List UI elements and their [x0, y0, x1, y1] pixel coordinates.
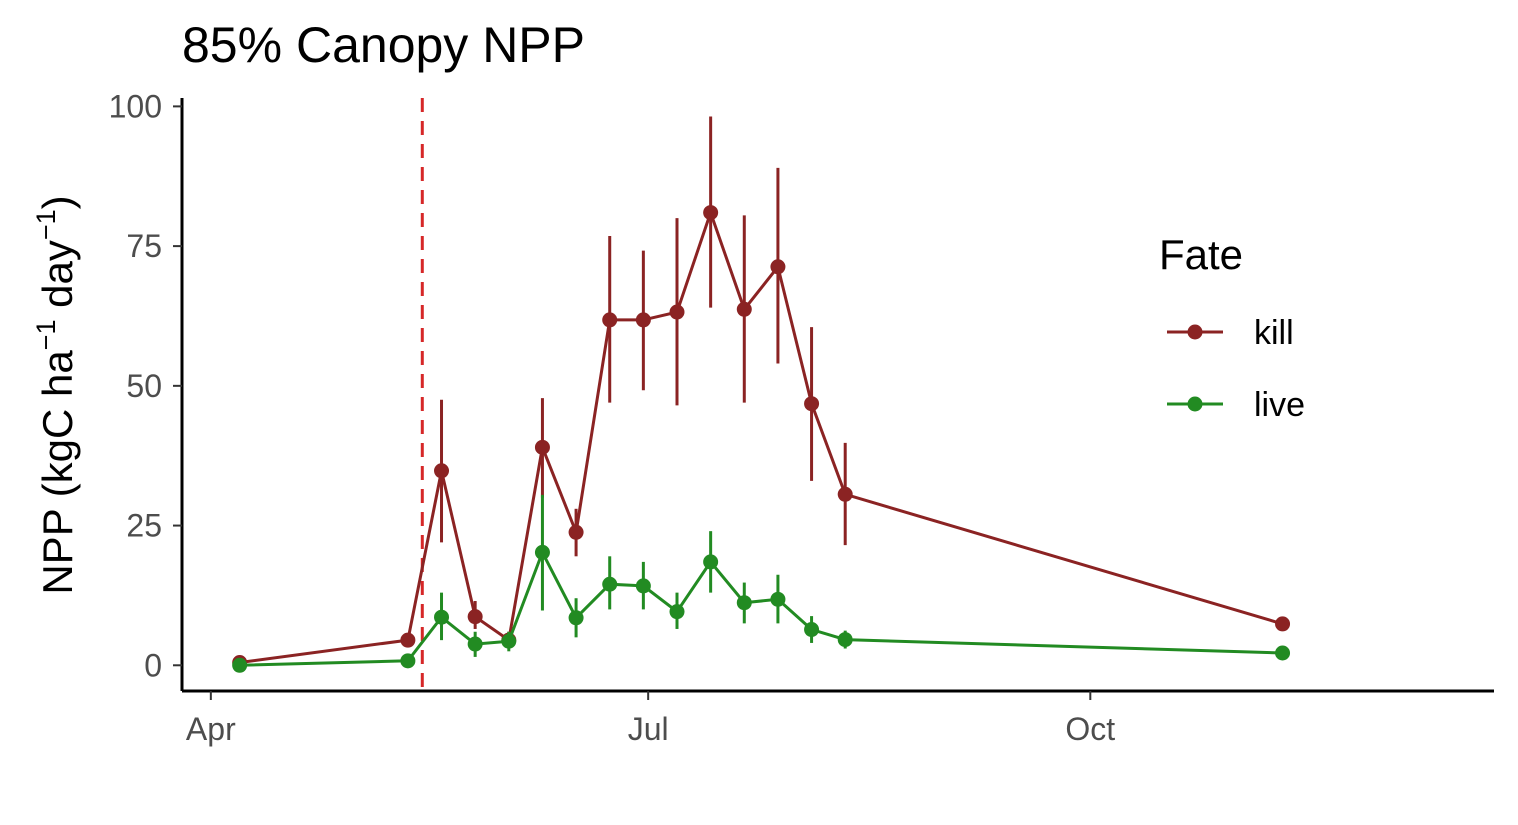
legend-key-point [1187, 324, 1203, 340]
legend-items: kill live [1167, 314, 1305, 424]
data-point-kill [602, 312, 618, 328]
data-point-kill [703, 205, 719, 221]
data-point-live [534, 544, 550, 560]
data-point-live [736, 595, 752, 611]
series-line-live [239, 548, 1283, 667]
y-axis-ticks: 0 25 50 75 100 [109, 88, 182, 683]
data-point-live [1275, 645, 1291, 661]
y-axis-title-superscript: −1 [31, 320, 61, 351]
data-point-live [501, 633, 517, 649]
x-axis-ticks: Apr Jul Oct [186, 691, 1115, 747]
plot-area [232, 98, 1291, 691]
series-live [232, 494, 1291, 673]
y-axis-title: NPP (kgC ha−1 day−1) [31, 195, 81, 594]
data-point-live [400, 653, 416, 669]
series-kill [232, 116, 1291, 670]
data-point-kill [400, 632, 416, 648]
legend: Fate kill live [1159, 231, 1305, 424]
y-tick-label: 50 [126, 368, 162, 404]
data-point-live [467, 636, 483, 652]
x-tick-label: Apr [186, 711, 236, 747]
y-tick-label: 100 [109, 88, 162, 124]
legend-title: Fate [1159, 231, 1243, 278]
data-point-live [837, 632, 853, 648]
legend-label: kill [1254, 314, 1294, 352]
data-point-kill [568, 524, 584, 540]
y-axis-title-superscript: −1 [31, 209, 61, 240]
data-point-kill [635, 312, 651, 328]
legend-key-point [1187, 396, 1203, 412]
y-axis-title-part: NPP (kgC ha [34, 350, 81, 595]
data-point-live [434, 609, 450, 625]
data-point-kill [534, 439, 550, 455]
y-axis-title-part: ) [34, 195, 81, 209]
data-point-live [770, 591, 786, 607]
data-point-live [635, 578, 651, 594]
y-tick-label: 25 [126, 508, 162, 544]
data-point-kill [434, 463, 450, 479]
data-point-kill [1275, 616, 1291, 632]
data-point-live [602, 576, 618, 592]
data-point-live [232, 657, 248, 673]
data-point-kill [467, 609, 483, 625]
data-point-kill [837, 486, 853, 502]
data-point-live [568, 610, 584, 626]
legend-label: live [1254, 386, 1305, 424]
chart-title: 85% Canopy NPP [182, 17, 585, 73]
data-point-live [703, 554, 719, 570]
data-point-kill [770, 259, 786, 275]
data-point-kill [669, 304, 685, 320]
data-point-kill [736, 301, 752, 317]
data-point-live [669, 604, 685, 620]
series-line-kill [239, 207, 1283, 664]
x-tick-label: Oct [1065, 711, 1115, 747]
y-tick-label: 0 [144, 647, 162, 683]
y-tick-label: 75 [126, 228, 162, 264]
x-tick-label: Jul [628, 711, 669, 747]
data-point-kill [804, 396, 820, 412]
y-axis-title-part: day [34, 240, 81, 319]
data-point-live [804, 622, 820, 638]
